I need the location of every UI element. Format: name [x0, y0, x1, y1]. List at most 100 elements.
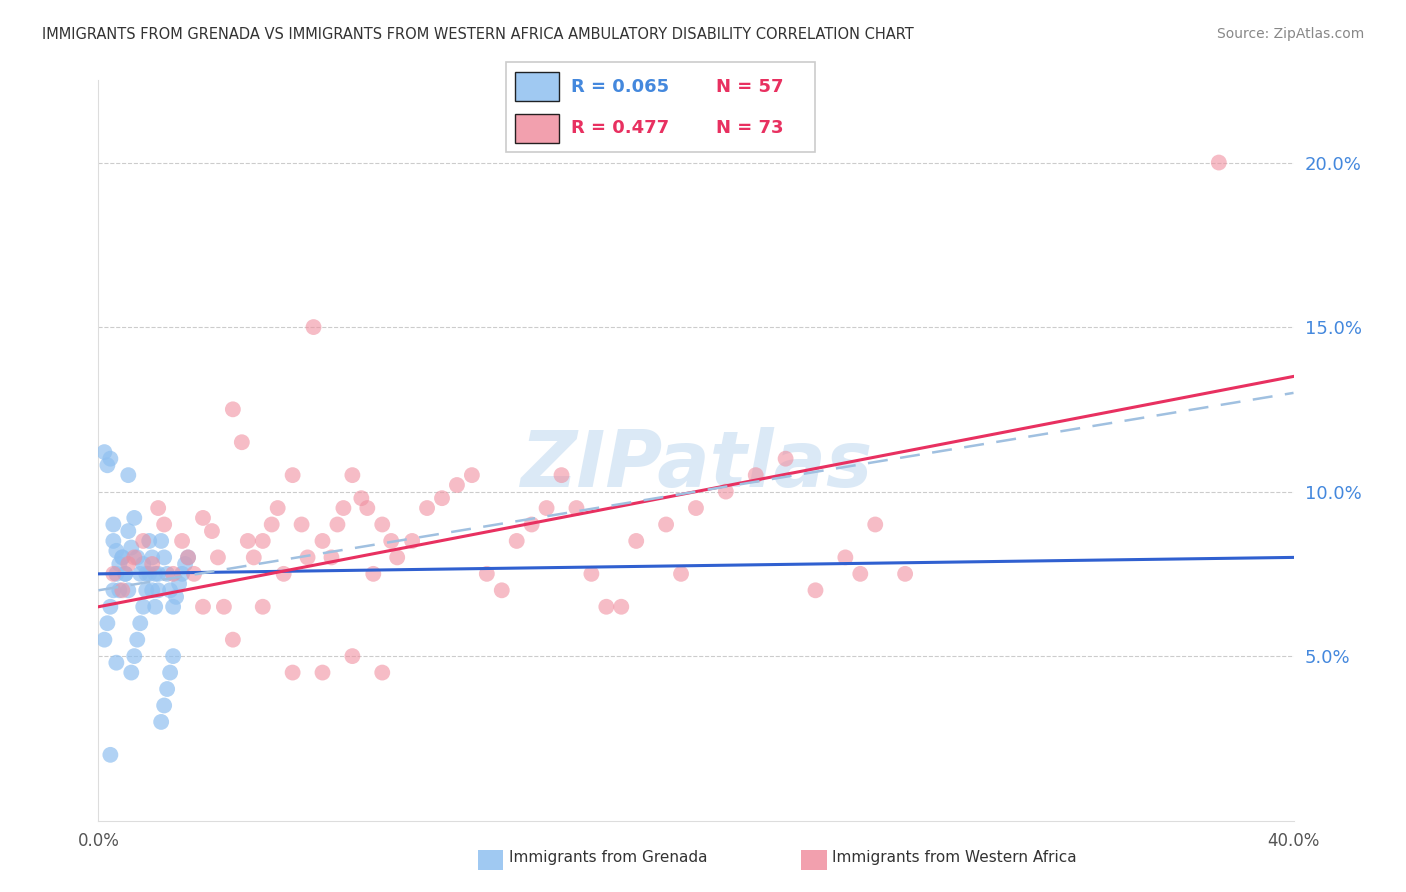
Point — [172, 533, 194, 548]
Point — [132, 533, 155, 548]
Point — [153, 517, 176, 532]
Point — [865, 517, 887, 532]
Point — [401, 533, 423, 548]
Point — [849, 566, 872, 581]
Point — [156, 566, 179, 581]
Point — [143, 566, 166, 581]
Point — [167, 576, 190, 591]
Point — [129, 616, 152, 631]
Point — [243, 550, 266, 565]
Point — [273, 566, 295, 581]
Point — [148, 583, 170, 598]
Point — [302, 320, 325, 334]
Point — [172, 566, 194, 581]
Point — [111, 550, 134, 565]
Point — [356, 501, 378, 516]
Point — [148, 566, 170, 581]
Point — [550, 468, 572, 483]
Text: R = 0.477: R = 0.477 — [571, 120, 669, 137]
Point — [350, 491, 373, 505]
Point — [124, 550, 146, 565]
Point — [491, 583, 513, 598]
Point — [162, 649, 184, 664]
Point — [120, 665, 142, 680]
Point — [114, 566, 136, 581]
Point — [371, 517, 394, 532]
Point — [103, 566, 125, 581]
Point — [834, 550, 856, 565]
Point — [96, 616, 118, 631]
Point — [105, 544, 128, 558]
Point — [174, 557, 197, 571]
Point — [565, 501, 588, 516]
Point — [804, 583, 827, 598]
Point — [141, 583, 163, 598]
Point — [222, 632, 245, 647]
Point — [626, 533, 648, 548]
Point — [281, 468, 304, 483]
Point — [108, 583, 131, 598]
Point — [117, 468, 139, 483]
Point — [745, 468, 768, 483]
Point — [153, 698, 176, 713]
Point — [159, 583, 181, 598]
Point — [150, 533, 173, 548]
Point — [430, 491, 453, 505]
Point — [156, 681, 179, 696]
Point — [111, 550, 134, 565]
Point — [153, 550, 176, 565]
Point — [117, 557, 139, 571]
Point — [191, 511, 214, 525]
Point — [332, 501, 354, 516]
Point — [236, 533, 259, 548]
Point — [536, 501, 558, 516]
Point — [150, 714, 173, 729]
Point — [291, 517, 314, 532]
Point — [103, 533, 125, 548]
Point — [212, 599, 235, 614]
Point — [222, 402, 245, 417]
Point — [685, 501, 707, 516]
Point — [141, 557, 163, 571]
Point — [93, 632, 115, 647]
Point — [132, 599, 155, 614]
Point — [96, 458, 118, 473]
Point — [165, 590, 187, 604]
Point — [506, 533, 529, 548]
Point — [111, 583, 134, 598]
Point — [380, 533, 402, 548]
Point — [201, 524, 224, 538]
Text: N = 57: N = 57 — [717, 78, 785, 95]
Point — [252, 599, 274, 614]
Point — [371, 665, 394, 680]
Point — [311, 665, 333, 680]
Point — [894, 566, 917, 581]
Point — [714, 484, 737, 499]
Point — [135, 583, 157, 598]
FancyBboxPatch shape — [506, 62, 815, 152]
Point — [183, 566, 205, 581]
Point — [98, 451, 122, 466]
Point — [260, 517, 283, 532]
Text: IMMIGRANTS FROM GRENADA VS IMMIGRANTS FROM WESTERN AFRICA AMBULATORY DISABILITY : IMMIGRANTS FROM GRENADA VS IMMIGRANTS FR… — [42, 27, 914, 42]
Point — [252, 533, 274, 548]
Text: ZIPatlas: ZIPatlas — [520, 427, 872, 503]
Point — [475, 566, 498, 581]
Point — [416, 501, 439, 516]
Point — [108, 557, 131, 571]
Point — [520, 517, 543, 532]
Point — [446, 478, 468, 492]
Point — [159, 665, 181, 680]
Text: Immigrants from Grenada: Immigrants from Grenada — [509, 850, 707, 865]
Point — [120, 541, 142, 555]
Point — [117, 583, 139, 598]
Point — [141, 550, 163, 565]
Point — [281, 665, 304, 680]
Text: R = 0.065: R = 0.065 — [571, 78, 669, 95]
Point — [321, 550, 343, 565]
Point — [93, 445, 115, 459]
Point — [162, 566, 184, 581]
Point — [132, 557, 155, 571]
Point — [363, 566, 385, 581]
Point — [342, 649, 364, 664]
